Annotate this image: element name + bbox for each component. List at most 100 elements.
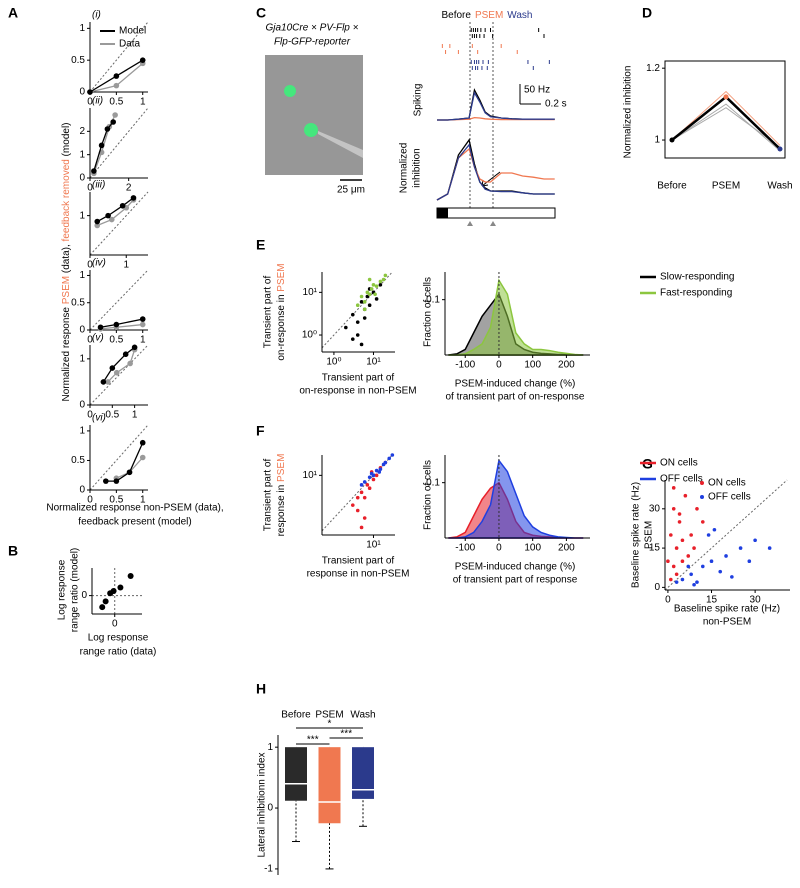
model-point xyxy=(98,142,105,149)
point xyxy=(674,546,679,550)
x-axis-label: range ratio (data) xyxy=(80,647,157,658)
micrograph xyxy=(265,55,363,175)
genotype: Gja10Cre × PV-Flp × xyxy=(265,23,358,34)
identity-line xyxy=(321,271,393,349)
point xyxy=(677,520,682,524)
y-axis-label: Normalized response PSEM (data), feedbac… xyxy=(61,122,72,401)
x-tick-label: 0.5 xyxy=(109,335,123,346)
x-tick-label: 15 xyxy=(706,595,718,606)
arrow xyxy=(481,171,501,187)
identity-line xyxy=(664,479,788,591)
legend-label: Fast-responding xyxy=(660,288,732,299)
point xyxy=(695,507,699,511)
y-tick-label: 1 xyxy=(79,210,85,221)
x-axis-label: response in non-PSEM xyxy=(307,569,410,580)
scale-bar-label: 0.2 s xyxy=(545,99,567,110)
x-tick-label: -100 xyxy=(455,360,475,371)
y-axis-label: inhibition xyxy=(412,148,423,187)
point xyxy=(689,533,693,537)
point xyxy=(350,312,355,317)
x-tick-label: 0 xyxy=(87,335,93,346)
x-tick-label: 1 xyxy=(140,97,146,108)
x-tick-label: 1 xyxy=(140,335,146,346)
point xyxy=(367,277,372,282)
y-axis-label: Spiking xyxy=(413,84,424,117)
y-tick-label: 30 xyxy=(649,503,661,514)
legend-label: Slow-responding xyxy=(660,272,735,283)
model-point xyxy=(130,195,137,201)
x-axis-label: of transient part of on-response xyxy=(446,392,585,403)
y-tick-label: 0.5 xyxy=(71,297,85,308)
cell-line xyxy=(671,90,781,146)
condition: PSEM xyxy=(315,710,343,721)
subplot-label: (vi) xyxy=(92,413,106,424)
point xyxy=(371,283,376,287)
point xyxy=(730,575,734,579)
model-point xyxy=(104,126,111,132)
y-axis-label: Transient part of xyxy=(263,459,274,532)
y-axis-label: Fraction of cells xyxy=(423,277,434,347)
point xyxy=(377,470,382,474)
model-point xyxy=(94,218,101,225)
significance-label: * xyxy=(328,719,332,730)
histogram-area xyxy=(448,278,584,356)
x-tick-label: 100 xyxy=(524,543,541,554)
condition: Before xyxy=(441,10,471,21)
y-tick-label: 10¹ xyxy=(303,287,318,298)
scale-bar-label: 25 μm xyxy=(337,185,365,196)
point xyxy=(683,493,688,498)
x-axis-label: Transient part of xyxy=(322,556,395,567)
label-part: Normalized response xyxy=(61,304,72,401)
x-axis-label: Baseline spike rate (Hz) xyxy=(674,604,780,615)
label-part: PSEM xyxy=(61,276,72,304)
point xyxy=(359,342,364,347)
y-axis-label: Log response xyxy=(57,559,68,620)
point xyxy=(674,580,679,584)
point xyxy=(350,337,355,341)
data-point xyxy=(113,369,120,376)
point xyxy=(365,294,370,299)
x-tick-label: Before xyxy=(657,181,687,192)
identity-line xyxy=(89,107,149,179)
point xyxy=(110,588,117,594)
point xyxy=(359,483,364,487)
point xyxy=(369,287,374,291)
model-point xyxy=(126,469,133,476)
subplot-label: (v) xyxy=(92,333,104,344)
x-tick-label: 200 xyxy=(558,360,575,371)
point xyxy=(374,473,379,478)
x-tick-label: 10¹ xyxy=(366,540,381,551)
x-tick-label: 0 xyxy=(87,495,93,506)
significance-label: *** xyxy=(307,735,319,746)
point xyxy=(692,582,696,587)
point xyxy=(374,297,379,301)
point xyxy=(365,483,370,487)
y-axis-label: on-response in PSEM xyxy=(276,263,287,360)
data-line xyxy=(116,457,144,479)
legend-label: OFF cells xyxy=(708,492,751,503)
y-axis-label: Lateral inhibitionn index xyxy=(257,752,268,857)
point xyxy=(383,460,388,465)
panel-label: A xyxy=(8,5,18,21)
panel-label: B xyxy=(8,543,18,559)
point xyxy=(747,559,752,563)
point xyxy=(671,507,676,511)
model-point xyxy=(122,351,129,358)
x-tick-label: 30 xyxy=(750,595,762,606)
point xyxy=(359,525,364,530)
point xyxy=(677,512,682,516)
panel-label: E xyxy=(256,237,265,253)
legend-label: ON cells xyxy=(660,458,698,469)
inhibition-trace xyxy=(436,143,555,201)
condition: Wash xyxy=(507,10,532,21)
x-tick-label: 0 xyxy=(112,619,118,630)
y-tick-label: 0 xyxy=(79,173,85,184)
y-axis-label: Normalized inhibition xyxy=(623,66,634,159)
point xyxy=(355,303,360,308)
legend-swatch xyxy=(700,481,704,485)
model-line xyxy=(100,318,143,328)
point xyxy=(669,577,673,582)
point xyxy=(367,303,372,308)
point xyxy=(367,475,372,480)
model-point xyxy=(131,344,138,351)
